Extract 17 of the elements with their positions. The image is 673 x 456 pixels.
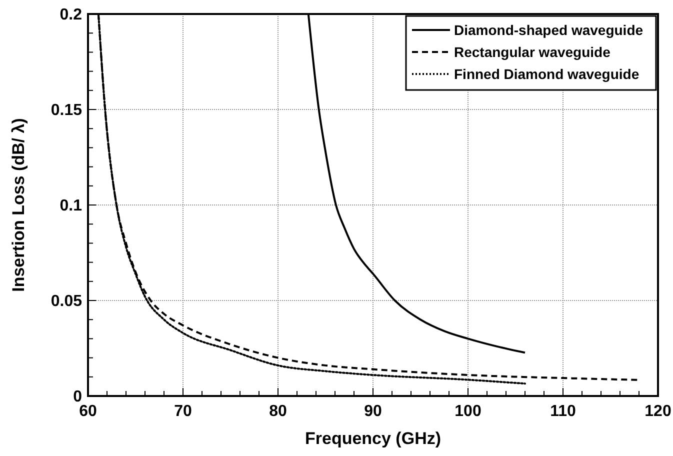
x-tick-label: 100 (454, 403, 482, 420)
x-axis-title: Frequency (GHz) (304, 429, 442, 448)
y-tick-label: 0.15 (50, 102, 82, 120)
legend-label: Finned Diamond waveguide (454, 66, 640, 82)
legend-label: Diamond-shaped waveguide (454, 22, 644, 38)
y-tick-label: 0.2 (60, 6, 82, 24)
y-tick-label: 0 (73, 388, 82, 406)
x-tick-label: 120 (644, 403, 672, 420)
x-tick-label: 110 (550, 403, 576, 420)
x-tick-label: 70 (174, 403, 192, 420)
x-tick-label: 80 (269, 403, 287, 420)
x-tick-label: 60 (79, 403, 97, 420)
x-tick-label: 90 (364, 403, 382, 420)
legend-label: Rectangular waveguide (454, 44, 611, 60)
y-axis-title: Insertion Loss (dB/ λ) (9, 118, 28, 292)
y-tick-label: 0.05 (50, 293, 82, 310)
y-tick-label: 0.1 (60, 198, 82, 215)
